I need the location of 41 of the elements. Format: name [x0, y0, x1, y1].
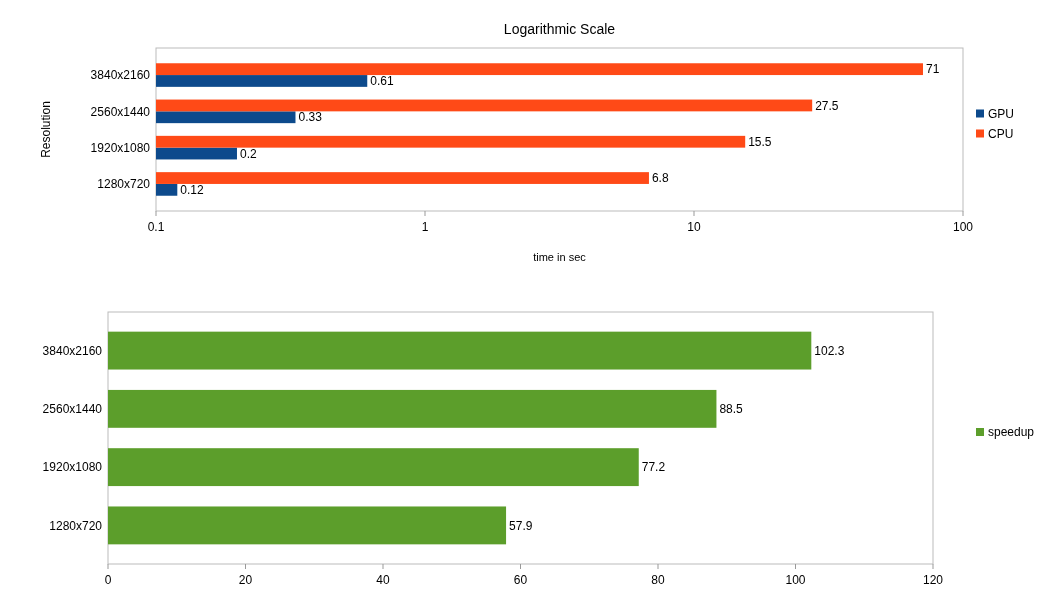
x-tick-label: 20: [238, 573, 253, 587]
legend-label: speedup: [988, 425, 1035, 440]
y-tick-label: 1280x720: [49, 518, 103, 533]
y-tick-label: 1920x1080: [90, 140, 151, 155]
x-tick-label: 100: [952, 220, 974, 234]
y-tick-label: 3840x2160: [42, 343, 103, 358]
x-tick-label: 0.1: [147, 220, 165, 234]
x-tick-label: 120: [922, 573, 944, 587]
x-tick-label: 10: [687, 220, 701, 234]
data-label: 0.33: [298, 110, 323, 125]
data-label: 0.12: [180, 183, 204, 198]
bar: [108, 506, 507, 545]
data-label: 71: [925, 62, 940, 77]
y-tick-label: 2560x1440: [90, 104, 151, 119]
x-tick-label: 40: [376, 573, 390, 587]
legend-label: GPU: [988, 106, 1015, 121]
bar: [108, 389, 717, 428]
x-tick-label: 1: [421, 220, 429, 234]
legend-label: CPU: [988, 126, 1014, 141]
x-tick-label: 60: [513, 573, 528, 587]
x-tick-label: 0: [104, 573, 112, 587]
data-label: 0.61: [370, 74, 394, 89]
y-tick-label: 1920x1080: [42, 460, 103, 475]
y-axis-title: Resolution: [39, 101, 53, 158]
x-tick-label: 100: [785, 573, 806, 587]
y-tick-label: 3840x2160: [90, 68, 151, 83]
data-label: 102.3: [814, 343, 845, 358]
data-label: 27.5: [815, 98, 839, 113]
data-label: 15.5: [748, 134, 772, 149]
data-label: 57.9: [509, 518, 533, 533]
data-label: 6.8: [651, 171, 669, 186]
data-label: 88.5: [719, 402, 744, 417]
data-label: 0.2: [239, 146, 257, 161]
data-label: 77.2: [641, 460, 666, 475]
bar: [108, 331, 812, 370]
y-tick-label: 1280x720: [97, 177, 151, 192]
x-tick-label: 80: [651, 573, 665, 587]
x-axis-title: time in sec: [533, 251, 587, 263]
y-tick-label: 2560x1440: [42, 402, 103, 417]
chart-title: Logarithmic Scale: [503, 21, 616, 37]
bar: [108, 448, 639, 487]
